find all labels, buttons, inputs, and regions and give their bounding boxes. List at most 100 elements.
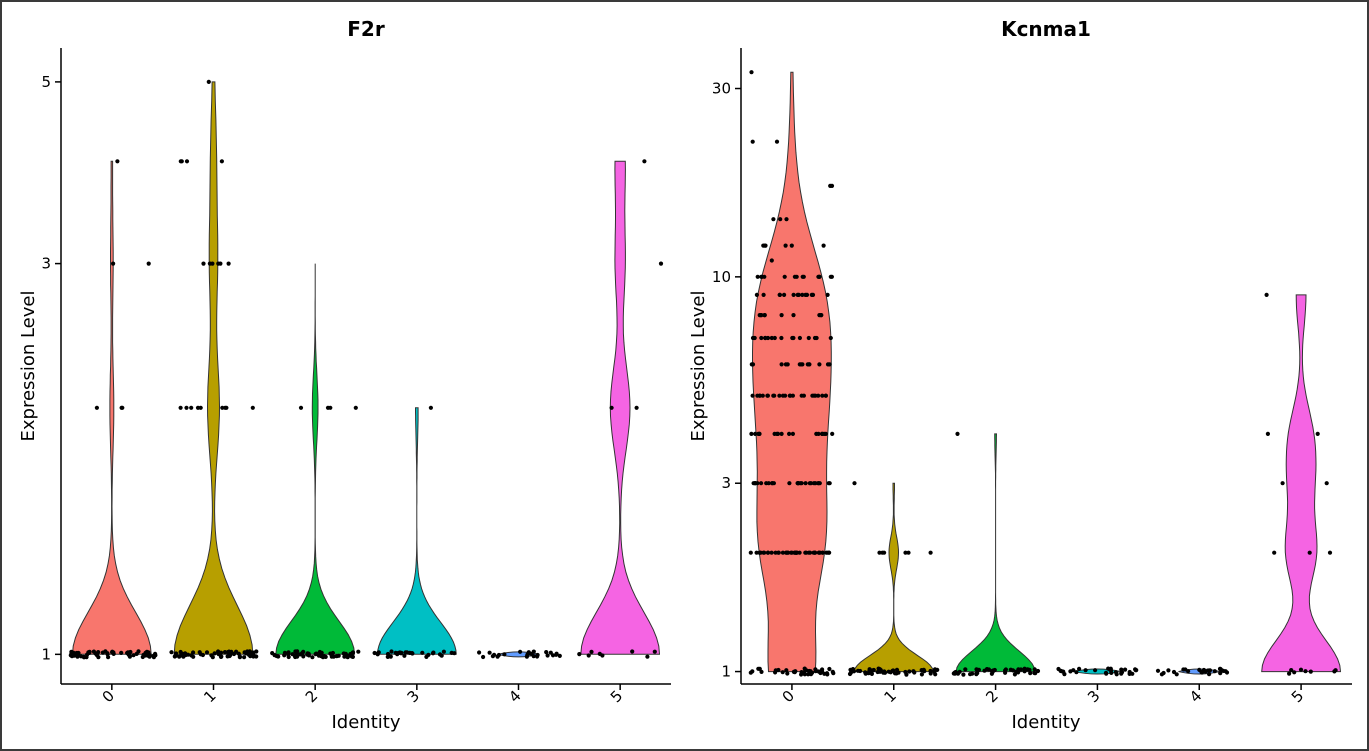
data-point xyxy=(319,654,324,659)
data-point xyxy=(1315,431,1320,436)
data-point xyxy=(750,139,755,144)
data-point xyxy=(526,651,531,656)
data-point xyxy=(800,274,805,279)
data-point xyxy=(1212,669,1217,674)
data-point xyxy=(779,313,784,318)
data-point xyxy=(1119,670,1125,675)
data-point xyxy=(823,431,828,436)
data-point xyxy=(850,667,856,672)
data-point xyxy=(820,669,825,674)
data-point xyxy=(144,649,149,654)
data-point xyxy=(428,405,433,410)
data-point xyxy=(773,550,778,555)
data-point xyxy=(806,335,811,341)
data-point xyxy=(867,670,872,675)
data-point xyxy=(763,335,768,341)
y-ticks-kcnma1: 1 3 10 30 xyxy=(712,80,741,681)
data-point xyxy=(219,654,224,659)
data-point xyxy=(372,650,377,656)
data-point xyxy=(145,653,150,658)
data-point xyxy=(799,670,804,675)
data-point xyxy=(817,362,822,367)
data-point xyxy=(779,431,784,436)
data-point xyxy=(127,654,132,659)
data-point xyxy=(69,649,74,654)
data-point xyxy=(389,649,394,654)
data-point xyxy=(110,650,115,655)
data-point xyxy=(791,292,796,297)
data-point xyxy=(797,362,802,367)
data-point xyxy=(928,550,933,555)
data-point xyxy=(1023,667,1028,672)
data-point xyxy=(1028,671,1033,676)
data-point xyxy=(770,481,775,486)
data-point xyxy=(276,654,281,659)
x-tick-label: 3 xyxy=(404,687,423,706)
data-point xyxy=(783,243,788,248)
data-point xyxy=(912,670,917,675)
data-point xyxy=(955,431,960,436)
data-point xyxy=(1077,666,1082,672)
data-point xyxy=(878,668,883,673)
data-point xyxy=(1307,550,1312,555)
data-point xyxy=(1201,667,1206,673)
data-point xyxy=(356,649,361,654)
chart-title-f2r: F2r xyxy=(347,17,385,41)
violin-f2r-1 xyxy=(173,81,254,655)
data-point xyxy=(894,671,899,676)
data-point xyxy=(298,652,303,657)
data-point xyxy=(759,313,764,318)
data-point xyxy=(782,274,787,279)
data-point xyxy=(151,655,156,660)
data-point xyxy=(1133,667,1138,672)
data-point xyxy=(1327,550,1333,555)
data-point xyxy=(645,654,650,659)
data-point xyxy=(246,652,251,657)
violin-f2r-3 xyxy=(376,407,457,655)
data-point xyxy=(974,667,979,672)
data-point xyxy=(395,652,400,657)
data-point xyxy=(111,261,116,266)
data-point xyxy=(955,671,961,676)
data-point xyxy=(301,649,306,654)
data-point xyxy=(761,292,766,297)
data-point xyxy=(754,550,759,555)
data-point xyxy=(376,650,381,656)
data-point xyxy=(577,652,582,657)
x-tick-label: 4 xyxy=(1186,687,1205,706)
data-point xyxy=(970,671,975,676)
data-point xyxy=(169,650,174,655)
data-point xyxy=(1062,672,1067,677)
data-point xyxy=(119,405,124,410)
data-point xyxy=(777,292,783,297)
data-point xyxy=(906,550,911,555)
data-point xyxy=(212,651,217,656)
data-point xyxy=(1324,481,1329,486)
data-point xyxy=(804,292,810,297)
data-point xyxy=(431,650,436,655)
violin-group-f2r xyxy=(71,81,661,658)
data-point xyxy=(903,669,908,675)
data-point xyxy=(829,274,835,279)
data-point xyxy=(426,652,431,658)
data-point xyxy=(753,481,758,486)
violin-group-kcnma1 xyxy=(752,71,1342,675)
data-point xyxy=(204,650,210,655)
data-point xyxy=(780,550,786,555)
y-tick-label: 3 xyxy=(721,474,731,492)
data-point xyxy=(803,481,808,486)
data-point xyxy=(754,292,760,297)
data-point xyxy=(795,292,800,297)
data-point xyxy=(1083,668,1088,673)
data-point xyxy=(772,393,777,398)
data-point xyxy=(298,405,304,410)
data-point xyxy=(749,70,754,75)
data-point xyxy=(136,649,141,654)
data-point xyxy=(178,405,183,410)
data-point xyxy=(96,655,101,660)
data-point xyxy=(784,217,789,222)
data-point xyxy=(550,653,556,658)
y-ticks-f2r: 1 3 5 xyxy=(41,73,61,663)
data-point xyxy=(1003,667,1009,672)
violin-kcnma1-1 xyxy=(853,482,934,673)
